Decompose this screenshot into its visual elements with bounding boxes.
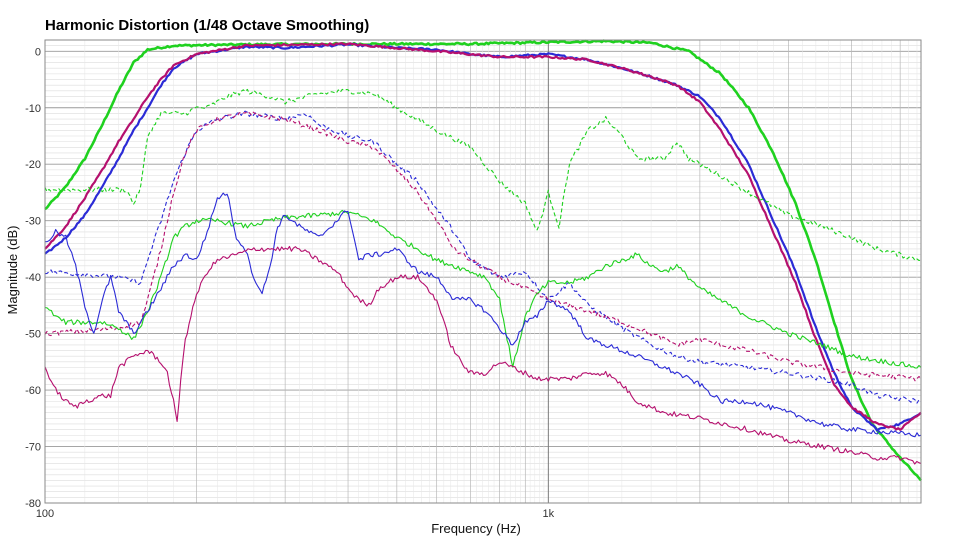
series-line-9 [44,245,922,465]
grid [44,39,921,504]
y-tick-label: -70 [25,442,41,454]
series-line-7 [44,209,922,369]
y-axis-label: Magnitude (dB) [5,226,20,315]
y-tick-label: -50 [25,329,41,341]
y-tick-label: -10 [25,103,41,115]
x-tick-label: 100 [36,508,54,520]
y-tick-label: -80 [25,498,41,510]
x-axis-label: Frequency (Hz) [431,521,521,536]
series-line-6 [44,110,922,382]
series-line-5 [44,110,922,404]
y-tick-label: -40 [25,272,41,284]
y-tick-label: -20 [25,159,41,171]
y-tick-label: 0 [35,46,41,58]
y-tick-label: -30 [25,216,41,228]
series-line-8 [45,192,922,438]
series-line-1 [44,39,922,482]
series-layer [44,39,922,482]
y-tick-label: -60 [25,385,41,397]
series-line-2 [44,42,922,432]
series-line-4 [44,88,922,262]
chart-title: Harmonic Distortion (1/48 Octave Smoothi… [45,17,369,34]
plot-frame [44,39,922,504]
x-tick-label: 1k [543,508,555,520]
series-line-3 [44,42,922,431]
